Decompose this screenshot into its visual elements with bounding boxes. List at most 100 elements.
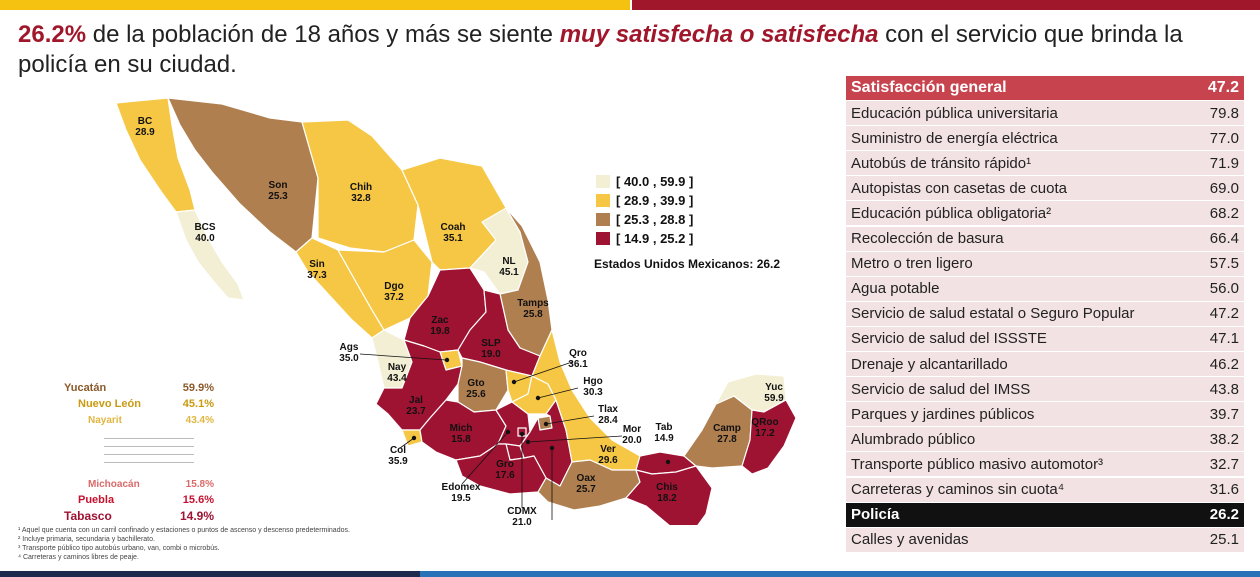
legend-swatch: [596, 194, 610, 207]
dot-qro: [511, 379, 517, 385]
service-label: Transporte público masivo automotor³: [851, 455, 1104, 473]
footnotes: ¹ Aquel que cuenta con un carril confina…: [18, 526, 350, 562]
state-value-chis: 18.2: [657, 493, 677, 504]
state-abbr-edomex: Edomex: [442, 482, 481, 493]
mexico-map: BC28.9Son25.3Chih32.8BCS40.0Coah35.1Sin3…: [115, 97, 797, 525]
state-value-tab: 14.9: [654, 433, 674, 444]
service-row: Policía 26.2: [846, 502, 1244, 527]
state-abbr-pue: Pue: [544, 524, 563, 525]
dot-edomex: [505, 429, 511, 435]
service-label: Policía: [851, 506, 900, 524]
legend-swatch: [596, 232, 610, 245]
region-bcs: [175, 209, 245, 301]
state-value-camp: 27.8: [717, 434, 737, 445]
service-value: 47.2: [1207, 79, 1239, 96]
state-value-col: 35.9: [388, 456, 408, 467]
service-value: 26.2: [1209, 506, 1239, 524]
dot-tlax: [543, 421, 549, 427]
service-value: 43.8: [1209, 380, 1239, 398]
legend-label: [ 25.3 , 28.8 ]: [616, 212, 694, 227]
service-value: 25.1: [1209, 531, 1239, 549]
service-value: 39.7: [1209, 405, 1239, 423]
footnote: ⁴ Carreteras y caminos libres de peaje.: [18, 554, 139, 561]
state-abbr-gro: Gro: [496, 459, 514, 470]
state-value-qroo: 17.2: [755, 428, 775, 439]
state-abbr-cdmx: CDMX: [507, 506, 537, 517]
state-value-son: 25.3: [268, 191, 288, 202]
service-value: 71.9: [1209, 154, 1239, 172]
legend-swatch: [596, 213, 610, 226]
dot-cdmx: [519, 431, 525, 437]
footnote: ³ Transporte público tipo autobús urbano…: [18, 545, 220, 552]
service-label: Satisfacción general: [851, 79, 1007, 96]
state-abbr-nl: NL: [502, 256, 515, 267]
dot-col: [411, 435, 417, 441]
service-value: 32.7: [1209, 455, 1239, 473]
state-abbr-tlax: Tlax: [598, 404, 618, 415]
state-value-mor: 20.0: [622, 435, 642, 446]
service-label: Drenaje y alcantarillado: [851, 355, 1008, 373]
state-abbr-bcs: BCS: [194, 222, 215, 233]
national-value: Estados Unidos Mexicanos: 26.2: [594, 257, 781, 271]
service-value: 69.0: [1209, 179, 1239, 197]
ranking-name: Puebla: [78, 494, 115, 506]
state-value-dgo: 37.2: [384, 292, 404, 303]
state-abbr-coah: Coah: [441, 222, 466, 233]
service-row: Satisfacción general 47.2: [846, 76, 1244, 100]
legend-label: [ 28.9 , 39.9 ]: [616, 193, 694, 208]
leader-edomex: [461, 431, 509, 485]
service-label: Alumbrado público: [851, 430, 976, 448]
state-abbr-yuc: Yuc: [765, 382, 783, 393]
leader-col: [399, 437, 415, 449]
ranking-value: 43.4%: [185, 414, 214, 426]
ranking-value: 14.9%: [179, 509, 214, 523]
service-label: Educación pública universitaria: [851, 104, 1058, 122]
service-row: Servicio de salud del ISSSTE 47.1: [846, 326, 1244, 351]
region-chis: [625, 465, 713, 525]
ranking-value: 15.6%: [182, 494, 214, 506]
state-value-mich: 15.8: [451, 434, 471, 445]
state-value-nl: 45.1: [499, 267, 519, 278]
service-row: Suministro de energía eléctrica 77.0: [846, 126, 1244, 151]
state-abbr-hgo: Hgo: [583, 376, 602, 387]
service-row: Metro o tren ligero 57.5: [846, 251, 1244, 276]
service-row: Servicio de salud estatal o Seguro Popul…: [846, 301, 1244, 326]
headline-text-1: de la población de 18 años y más se sien…: [86, 21, 560, 48]
bottom-bar-navy: [0, 571, 420, 577]
service-value: 56.0: [1209, 280, 1239, 298]
state-abbr-sin: Sin: [309, 259, 325, 270]
state-abbr-ver: Ver: [600, 444, 616, 455]
service-label: Calles y avenidas: [851, 531, 969, 549]
state-abbr-tab: Tab: [655, 422, 672, 433]
legend-item: [ 28.9 , 39.9 ]: [596, 191, 693, 210]
service-label: Suministro de energía eléctrica: [851, 129, 1058, 147]
state-value-oax: 25.7: [576, 484, 596, 495]
ranking-row: Michoacán 15.8%: [64, 476, 214, 492]
state-ranking: Yucatán 59.9% Nuevo León 45.1% Nayarit 43.4…: [64, 380, 214, 524]
headline-emphasis: muy satisfecha o satisfecha: [559, 21, 879, 48]
service-row: Servicio de salud del IMSS 43.8: [846, 377, 1244, 402]
state-value-ags: 35.0: [339, 353, 359, 364]
top-bar-red: [632, 0, 1260, 10]
state-value-jal: 23.7: [406, 406, 426, 417]
state-value-bc: 28.9: [135, 127, 155, 138]
service-value: 79.8: [1209, 104, 1239, 122]
service-value: 47.2: [1209, 305, 1239, 323]
state-value-gto: 25.6: [466, 389, 486, 400]
dot-mor: [525, 439, 531, 445]
region-gro: [455, 443, 547, 495]
service-label: Servicio de salud estatal o Seguro Popul…: [851, 305, 1135, 323]
legend-item: [ 25.3 , 28.8 ]: [596, 210, 693, 229]
state-value-ver: 29.6: [598, 455, 618, 466]
legend-item: [ 14.9 , 25.2 ]: [596, 229, 693, 248]
state-abbr-ags: Ags: [340, 342, 359, 353]
state-value-tamps: 25.8: [523, 309, 543, 320]
service-label: Educación pública obligatoria²: [851, 204, 1052, 222]
state-abbr-jal: Jal: [409, 395, 423, 406]
service-label: Metro o tren ligero: [851, 255, 973, 273]
leader-hgo: [537, 387, 579, 399]
dot-tab: [665, 459, 671, 465]
leader-qro: [513, 361, 573, 383]
ranking-value: 15.8%: [185, 478, 214, 490]
headline-percentage: 26.2%: [18, 21, 87, 48]
